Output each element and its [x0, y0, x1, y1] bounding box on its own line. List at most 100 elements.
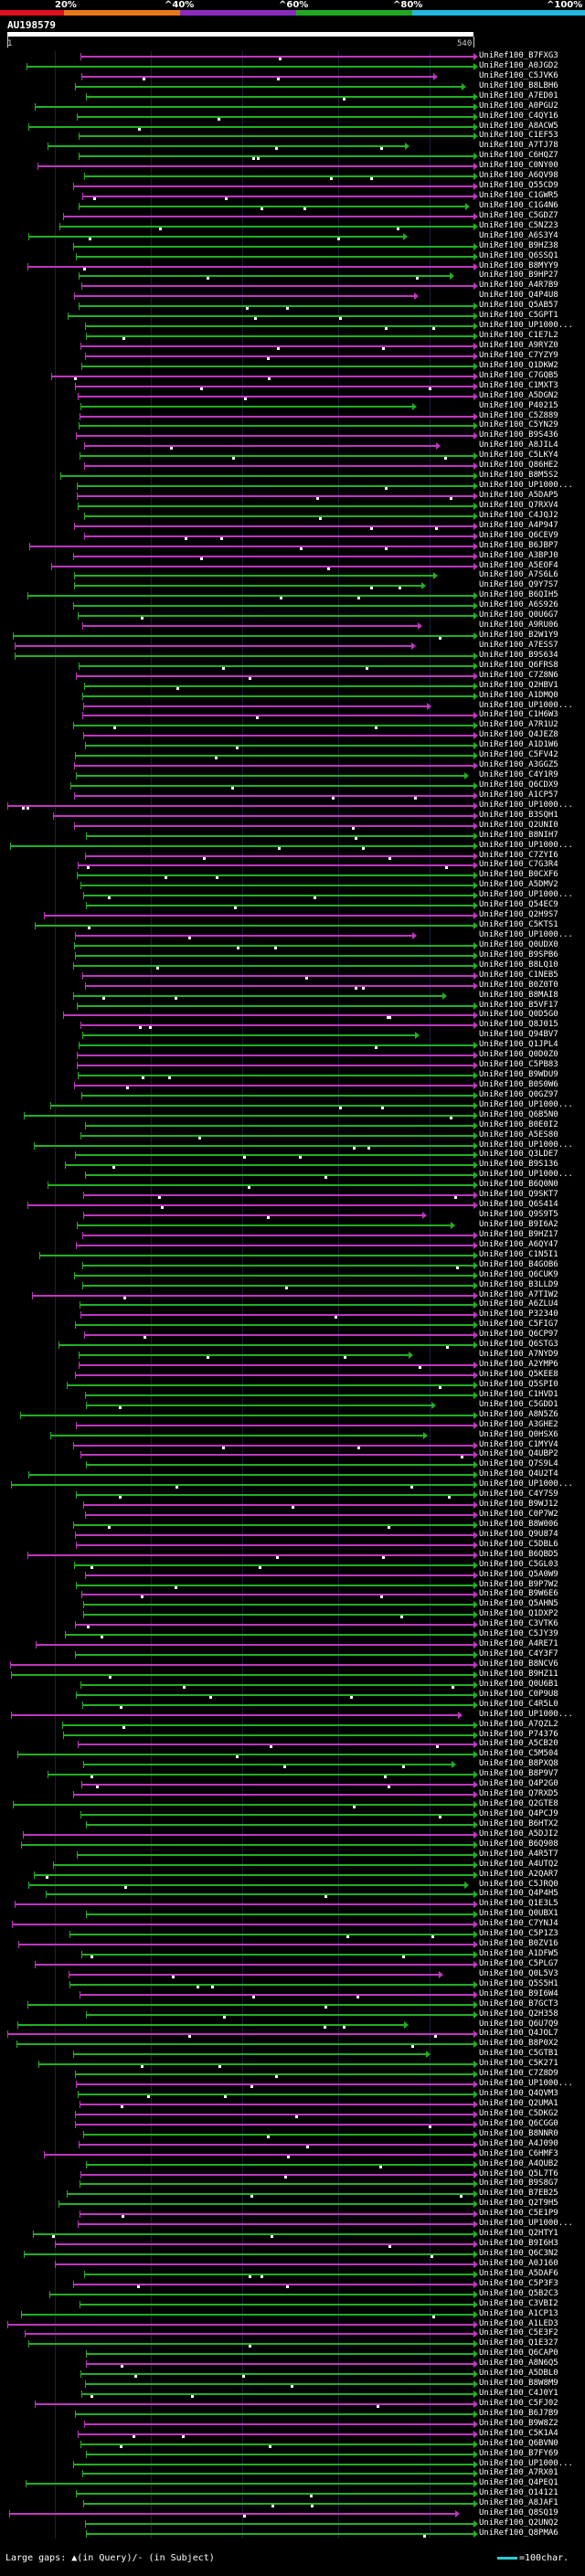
hit-row[interactable]: UniRef100_Q0U6G7 [0, 610, 585, 620]
hit-row[interactable]: UniRef100_B0ZV16 [0, 1939, 585, 1949]
hit-row[interactable]: UniRef100_Q6CAP0 [0, 2348, 585, 2359]
hit-accession[interactable]: UniRef100_Q54EC9 [479, 900, 558, 909]
hit-row[interactable]: UniRef100_Q0D0Z0 [0, 1050, 585, 1060]
hit-row[interactable]: UniRef100_C5FIG7 [0, 1320, 585, 1330]
hit-row[interactable]: UniRef100_Q8SQ19 [0, 2508, 585, 2518]
hit-accession[interactable]: UniRef100_C5DBL6 [479, 1540, 558, 1549]
hit-accession[interactable]: UniRef100_Q4PEQ1 [479, 2478, 558, 2487]
hit-row[interactable]: UniRef100_Q2GTE8 [0, 1799, 585, 1809]
hit-accession[interactable]: UniRef100_B9HP27 [479, 270, 558, 280]
hit-row[interactable]: UniRef100_A7ESS7 [0, 641, 585, 651]
hit-row[interactable]: UniRef100_B8M5S2 [0, 471, 585, 481]
hit-row[interactable]: UniRef100_A3GGZ5 [0, 760, 585, 770]
hit-row[interactable]: UniRef100_B0CXF6 [0, 870, 585, 880]
hit-accession[interactable]: UniRef100_B8MYY9 [479, 261, 558, 270]
hit-row[interactable]: UniRef100_Q9S9T5 [0, 1210, 585, 1220]
hit-row[interactable]: UniRef100_C7ZYI6 [0, 851, 585, 861]
hit-row[interactable]: UniRef100_C1MXT3 [0, 381, 585, 391]
hit-row[interactable]: UniRef100_C5P3F3 [0, 2279, 585, 2289]
hit-accession[interactable]: UniRef100_Q5S5H1 [479, 1979, 558, 1988]
hit-row[interactable]: UniRef100_UP1000... [0, 481, 585, 491]
hit-row[interactable]: UniRef100_B6J7B9 [0, 2409, 585, 2419]
hit-accession[interactable]: UniRef100_Q1DKW2 [479, 361, 558, 370]
hit-row[interactable]: UniRef100_Q5AHN5 [0, 1599, 585, 1609]
hit-accession[interactable]: UniRef100_P32340 [479, 1309, 558, 1319]
hit-row[interactable]: UniRef100_Q5A0W9 [0, 1570, 585, 1580]
hit-row[interactable]: UniRef100_A5EOF4 [0, 561, 585, 571]
hit-row[interactable]: UniRef100_Q4P4U8 [0, 291, 585, 301]
hit-row[interactable]: UniRef100_Q54EC9 [0, 900, 585, 910]
hit-accession[interactable]: UniRef100_Q6CEV9 [479, 531, 558, 540]
hit-accession[interactable]: UniRef100_B9WJ12 [479, 1500, 558, 1509]
hit-row[interactable]: UniRef100_A4P947 [0, 521, 585, 531]
hit-row[interactable]: UniRef100_B7EB25 [0, 2189, 585, 2199]
hit-row[interactable]: UniRef100_C1EF53 [0, 131, 585, 141]
hit-accession[interactable]: UniRef100_C1GWR5 [479, 191, 558, 200]
hit-accession[interactable]: UniRef100_A4RE71 [479, 1639, 558, 1648]
hit-accession[interactable]: UniRef100_Q4P2G0 [479, 1779, 558, 1788]
hit-row[interactable]: UniRef100_C1GWR5 [0, 191, 585, 201]
hit-row[interactable]: UniRef100_C5GDZ7 [0, 211, 585, 221]
hit-accession[interactable]: UniRef100_B8M5S2 [479, 471, 558, 480]
hit-accession[interactable]: UniRef100_Q5B2C3 [479, 2289, 558, 2298]
hit-row[interactable]: UniRef100_C7G3R4 [0, 860, 585, 870]
hit-accession[interactable]: UniRef100_B8P0X2 [479, 2039, 558, 2048]
hit-accession[interactable]: UniRef100_Q2UNQ2 [479, 2518, 558, 2528]
hit-accession[interactable]: UniRef100_C6HQZ7 [479, 151, 558, 160]
hit-accession[interactable]: UniRef100_UP1000... [479, 701, 573, 710]
hit-row[interactable]: UniRef100_UP1000... [0, 1170, 585, 1180]
hit-accession[interactable]: UniRef100_B0E0I2 [479, 1120, 558, 1129]
hit-accession[interactable]: UniRef100_A8JAF1 [479, 2498, 558, 2507]
hit-accession[interactable]: UniRef100_Q0U6G7 [479, 610, 558, 620]
hit-row[interactable]: UniRef100_A4UTQ2 [0, 1860, 585, 1870]
hit-accession[interactable]: UniRef100_Q0U6B1 [479, 1680, 558, 1689]
hit-row[interactable]: UniRef100_Q4UBP2 [0, 1449, 585, 1459]
hit-accession[interactable]: UniRef100_B8P9V7 [479, 1769, 558, 1778]
hit-row[interactable]: UniRef100_B7FXG3 [0, 51, 585, 61]
hit-row[interactable]: UniRef100_B3LLD9 [0, 1280, 585, 1290]
hit-accession[interactable]: UniRef100_C5YN29 [479, 420, 558, 429]
hit-row[interactable]: UniRef100_C5GDD1 [0, 1400, 585, 1410]
hit-row[interactable]: UniRef100_Q0GZ97 [0, 1090, 585, 1100]
hit-row[interactable]: UniRef100_Q6STG3 [0, 1340, 585, 1350]
hit-accession[interactable]: UniRef100_A9RU06 [479, 620, 558, 630]
hit-accession[interactable]: UniRef100_A5DJI2 [479, 1829, 558, 1839]
hit-accession[interactable]: UniRef100_B9W8Z2 [479, 2419, 558, 2428]
hit-accession[interactable]: UniRef100_A4UTQ2 [479, 1860, 558, 1869]
hit-row[interactable]: UniRef100_A1DMQ0 [0, 691, 585, 701]
hit-accession[interactable]: UniRef100_C5GDZ7 [479, 211, 558, 220]
hit-accession[interactable]: UniRef100_A5DMV2 [479, 880, 558, 889]
hit-accession[interactable]: UniRef100_B5VF17 [479, 1001, 558, 1010]
hit-accession[interactable]: UniRef100_B9HZ17 [479, 1230, 558, 1239]
hit-row[interactable]: UniRef100_B8W006 [0, 1520, 585, 1530]
hit-accession[interactable]: UniRef100_Q7RXD5 [479, 1789, 558, 1798]
hit-row[interactable]: UniRef100_B9HZ17 [0, 1230, 585, 1240]
hit-accession[interactable]: UniRef100_Q5SPI0 [479, 1380, 558, 1389]
hit-row[interactable]: UniRef100_Q0UBX1 [0, 1909, 585, 1919]
hit-accession[interactable]: UniRef100_C5FJ02 [479, 2399, 558, 2408]
hit-accession[interactable]: UniRef100_A5DBL0 [479, 2369, 558, 2378]
hit-row[interactable]: UniRef100_C4J0Y1 [0, 2389, 585, 2399]
hit-row[interactable]: UniRef100_C5YN29 [0, 420, 585, 430]
hit-accession[interactable]: UniRef100_Q0UBX1 [479, 1909, 558, 1918]
hit-row[interactable]: UniRef100_UP1000... [0, 1100, 585, 1110]
hit-row[interactable]: UniRef100_A1CP57 [0, 790, 585, 800]
hit-row[interactable]: UniRef100_B3SQH1 [0, 811, 585, 821]
hit-row[interactable]: UniRef100_A4J090 [0, 2139, 585, 2149]
hit-row[interactable]: UniRef100_A9RYZ0 [0, 341, 585, 351]
hit-row[interactable]: UniRef100_Q0HSX6 [0, 1430, 585, 1440]
hit-accession[interactable]: UniRef100_A8N5Z6 [479, 1410, 558, 1419]
hit-row[interactable]: UniRef100_B9SPB6 [0, 950, 585, 960]
hit-accession[interactable]: UniRef100_A0PGU2 [479, 101, 558, 111]
hit-row[interactable]: UniRef100_A6QV98 [0, 171, 585, 181]
hit-accession[interactable]: UniRef100_C7G3R4 [479, 860, 558, 869]
hit-row[interactable]: UniRef100_C5DKG2 [0, 2109, 585, 2119]
hit-accession[interactable]: UniRef100_A7TJ78 [479, 141, 558, 150]
hit-row[interactable]: UniRef100_Q2UNI0 [0, 821, 585, 831]
hit-row[interactable]: UniRef100_B9HZ11 [0, 1670, 585, 1680]
hit-accession[interactable]: UniRef100_B9S634 [479, 651, 558, 660]
hit-row[interactable]: UniRef100_B9W8Z2 [0, 2419, 585, 2429]
hit-row[interactable]: UniRef100_B9WJ12 [0, 1500, 585, 1510]
hit-accession[interactable]: UniRef100_Q2HBV1 [479, 681, 558, 690]
hit-row[interactable]: UniRef100_A8ACW5 [0, 122, 585, 132]
